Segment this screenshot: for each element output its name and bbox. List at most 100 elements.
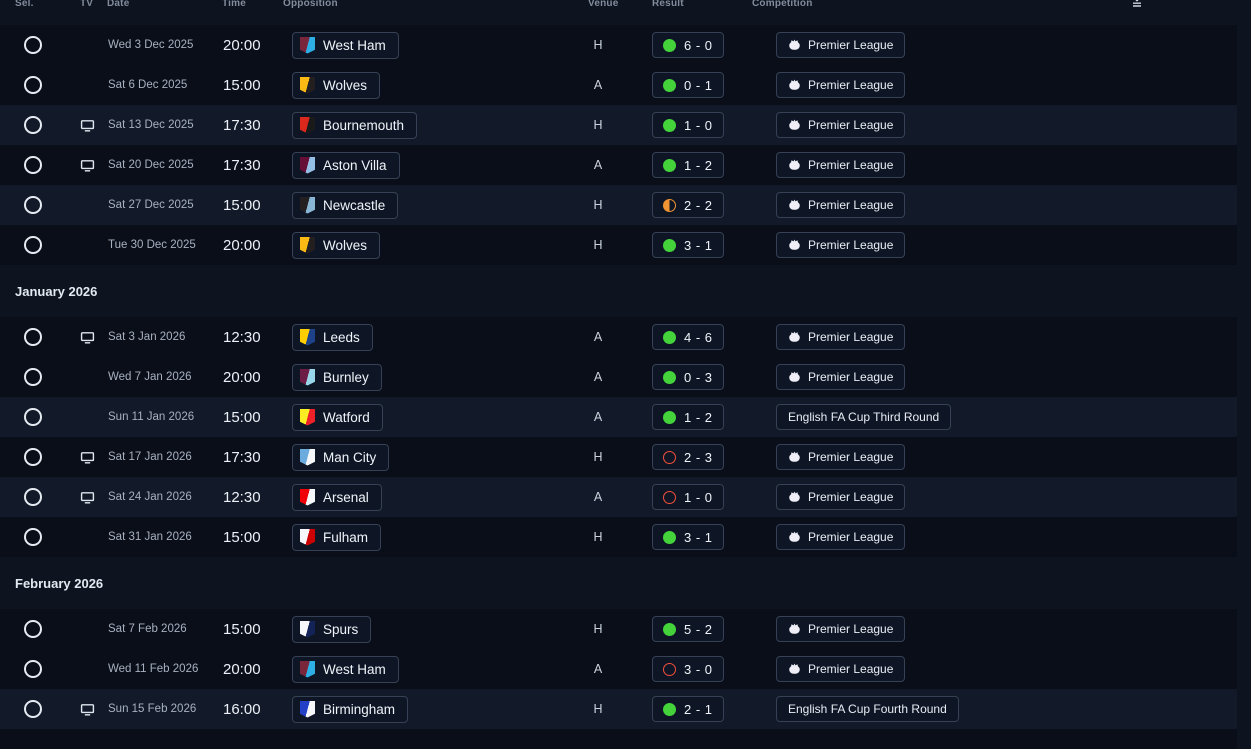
select-radio[interactable] <box>24 36 42 54</box>
competition-badge[interactable]: Premier League <box>776 72 906 98</box>
competition-badge[interactable]: Premier League <box>776 484 906 510</box>
select-radio[interactable] <box>24 660 42 678</box>
fixture-row[interactable]: Sat 6 Dec 2025 15:00 Wolves A 0 - 1 Prem… <box>0 65 1237 105</box>
fixture-row[interactable]: Sat 17 Jan 2026 17:30 Man City H 2 - 3 P… <box>0 437 1237 477</box>
premier-league-icon <box>789 451 800 462</box>
select-radio[interactable] <box>24 196 42 214</box>
opposition-badge[interactable]: Fulham <box>292 523 382 551</box>
result-badge[interactable]: 2 - 2 <box>652 192 724 218</box>
select-radio[interactable] <box>24 116 42 134</box>
opposition-badge[interactable]: Wolves <box>292 231 381 259</box>
result-badge[interactable]: 2 - 3 <box>652 444 724 470</box>
result-badge[interactable]: 3 - 1 <box>652 232 724 258</box>
fixture-row[interactable]: Sat 3 Jan 2026 12:30 Leeds A 4 - 6 Premi… <box>0 317 1237 357</box>
result-badge[interactable]: 1 - 0 <box>652 112 724 138</box>
scrollbar-track[interactable] <box>1237 0 1251 749</box>
select-radio[interactable] <box>24 700 42 718</box>
opposition-badge[interactable]: West Ham <box>292 31 399 59</box>
venue: A <box>593 662 603 676</box>
fixture-row[interactable]: Wed 7 Jan 2026 20:00 Burnley A 0 - 3 Pre… <box>0 357 1237 397</box>
result-badge[interactable]: 1 - 2 <box>652 404 724 430</box>
fixture-row[interactable]: Tue 30 Dec 2025 20:00 Wolves H 3 - 1 Pre… <box>0 225 1237 265</box>
opposition-badge[interactable]: Watford <box>292 403 383 431</box>
competition-badge[interactable]: Premier League <box>776 656 906 682</box>
fixture-date: Sat 31 Jan 2026 <box>108 531 192 543</box>
fixture-row[interactable]: Sat 13 Dec 2025 17:30 Bournemouth H 1 - … <box>0 105 1237 145</box>
result-badge[interactable]: 3 - 0 <box>652 656 724 682</box>
fixture-row[interactable]: Sat 7 Feb 2026 15:00 Spurs H 5 - 2 Premi… <box>0 609 1237 649</box>
opposition-name: Spurs <box>323 621 359 637</box>
venue: A <box>593 330 603 344</box>
competition-badge[interactable]: Premier League <box>776 616 906 642</box>
result-badge[interactable]: 3 - 1 <box>652 524 724 550</box>
opposition-badge[interactable]: Man City <box>292 443 390 471</box>
select-radio[interactable] <box>24 448 42 466</box>
select-radio[interactable] <box>24 76 42 94</box>
opposition-name: West Ham <box>323 37 386 53</box>
result-badge[interactable]: 2 - 1 <box>652 696 724 722</box>
select-radio[interactable] <box>24 156 42 174</box>
tv-icon <box>80 451 94 464</box>
result-badge[interactable]: 1 - 2 <box>652 152 724 178</box>
fixture-row[interactable]: Wed 11 Feb 2026 20:00 West Ham A 3 - 0 P… <box>0 649 1237 689</box>
fixture-row[interactable]: Sat 31 Jan 2026 15:00 Fulham H 3 - 1 Pre… <box>0 517 1237 557</box>
competition-badge[interactable]: Premier League <box>776 192 906 218</box>
select-radio[interactable] <box>24 408 42 426</box>
venue: A <box>593 490 603 504</box>
competition-badge[interactable]: English FA Cup Fourth Round <box>776 696 959 722</box>
opposition-badge[interactable]: Newcastle <box>292 191 399 219</box>
select-radio[interactable] <box>24 236 42 254</box>
competition-badge[interactable]: Premier League <box>776 152 906 178</box>
venue: H <box>593 530 603 544</box>
select-radio[interactable] <box>24 528 42 546</box>
fixture-row[interactable]: Sat 20 Dec 2025 17:30 Aston Villa A 1 - … <box>0 145 1237 185</box>
premier-league-icon <box>789 531 800 542</box>
fixture-row[interactable]: Sun 11 Jan 2026 15:00 Watford A 1 - 2 En… <box>0 397 1237 437</box>
fixture-row[interactable]: Wed 3 Dec 2025 20:00 West Ham H 6 - 0 Pr… <box>0 25 1237 65</box>
result-badge[interactable]: 0 - 3 <box>652 364 724 390</box>
select-radio[interactable] <box>24 488 42 506</box>
venue: A <box>593 410 603 424</box>
competition-badge[interactable]: Premier League <box>776 324 906 350</box>
competition-badge[interactable]: Premier League <box>776 32 906 58</box>
opposition-badge[interactable]: West Ham <box>292 655 399 683</box>
fixture-row[interactable]: Sun 15 Feb 2026 16:00 Birmingham H 2 - 1… <box>0 689 1237 729</box>
opposition-badge[interactable]: Burnley <box>292 363 382 391</box>
competition-badge[interactable]: Premier League <box>776 364 906 390</box>
tv-icon <box>80 159 94 172</box>
opposition-badge[interactable]: Wolves <box>292 71 381 99</box>
competition-badge[interactable]: Premier League <box>776 232 906 258</box>
fixture-date: Sat 13 Dec 2025 <box>108 119 194 131</box>
result-badge[interactable]: 0 - 1 <box>652 72 724 98</box>
result-outcome-icon <box>663 158 676 172</box>
customize-view-icon[interactable] <box>1132 0 1142 11</box>
opposition-badge[interactable]: Aston Villa <box>292 151 400 179</box>
fixture-time: 20:00 <box>223 236 261 254</box>
team-crest-icon <box>300 700 315 718</box>
opposition-badge[interactable]: Birmingham <box>292 695 409 723</box>
fixture-date: Sat 6 Dec 2025 <box>108 79 188 91</box>
select-radio[interactable] <box>24 620 42 638</box>
column-header-competition: Competition <box>752 0 813 9</box>
opposition-badge[interactable]: Spurs <box>292 615 372 643</box>
select-radio[interactable] <box>24 328 42 346</box>
result-badge[interactable]: 4 - 6 <box>652 324 724 350</box>
competition-badge[interactable]: English FA Cup Third Round <box>776 404 952 430</box>
header-gap <box>0 12 1237 25</box>
competition-badge[interactable]: Premier League <box>776 524 906 550</box>
competition-badge[interactable]: Premier League <box>776 112 906 138</box>
opposition-badge[interactable]: Bournemouth <box>292 111 418 139</box>
select-radio[interactable] <box>24 368 42 386</box>
result-score: 3 - 0 <box>684 661 713 677</box>
result-badge[interactable]: 5 - 2 <box>652 616 724 642</box>
fixture-row[interactable]: Sat 24 Jan 2026 12:30 Arsenal A 1 - 0 Pr… <box>0 477 1237 517</box>
competition-name: Premier League <box>808 38 894 52</box>
result-badge[interactable]: 1 - 0 <box>652 484 724 510</box>
opposition-badge[interactable]: Arsenal <box>292 483 382 511</box>
month-section-header: January 2026 <box>0 265 1237 317</box>
result-badge[interactable]: 6 - 0 <box>652 32 724 58</box>
opposition-badge[interactable]: Leeds <box>292 323 373 351</box>
fixture-row[interactable]: Sat 27 Dec 2025 15:00 Newcastle H 2 - 2 … <box>0 185 1237 225</box>
competition-badge[interactable]: Premier League <box>776 444 906 470</box>
